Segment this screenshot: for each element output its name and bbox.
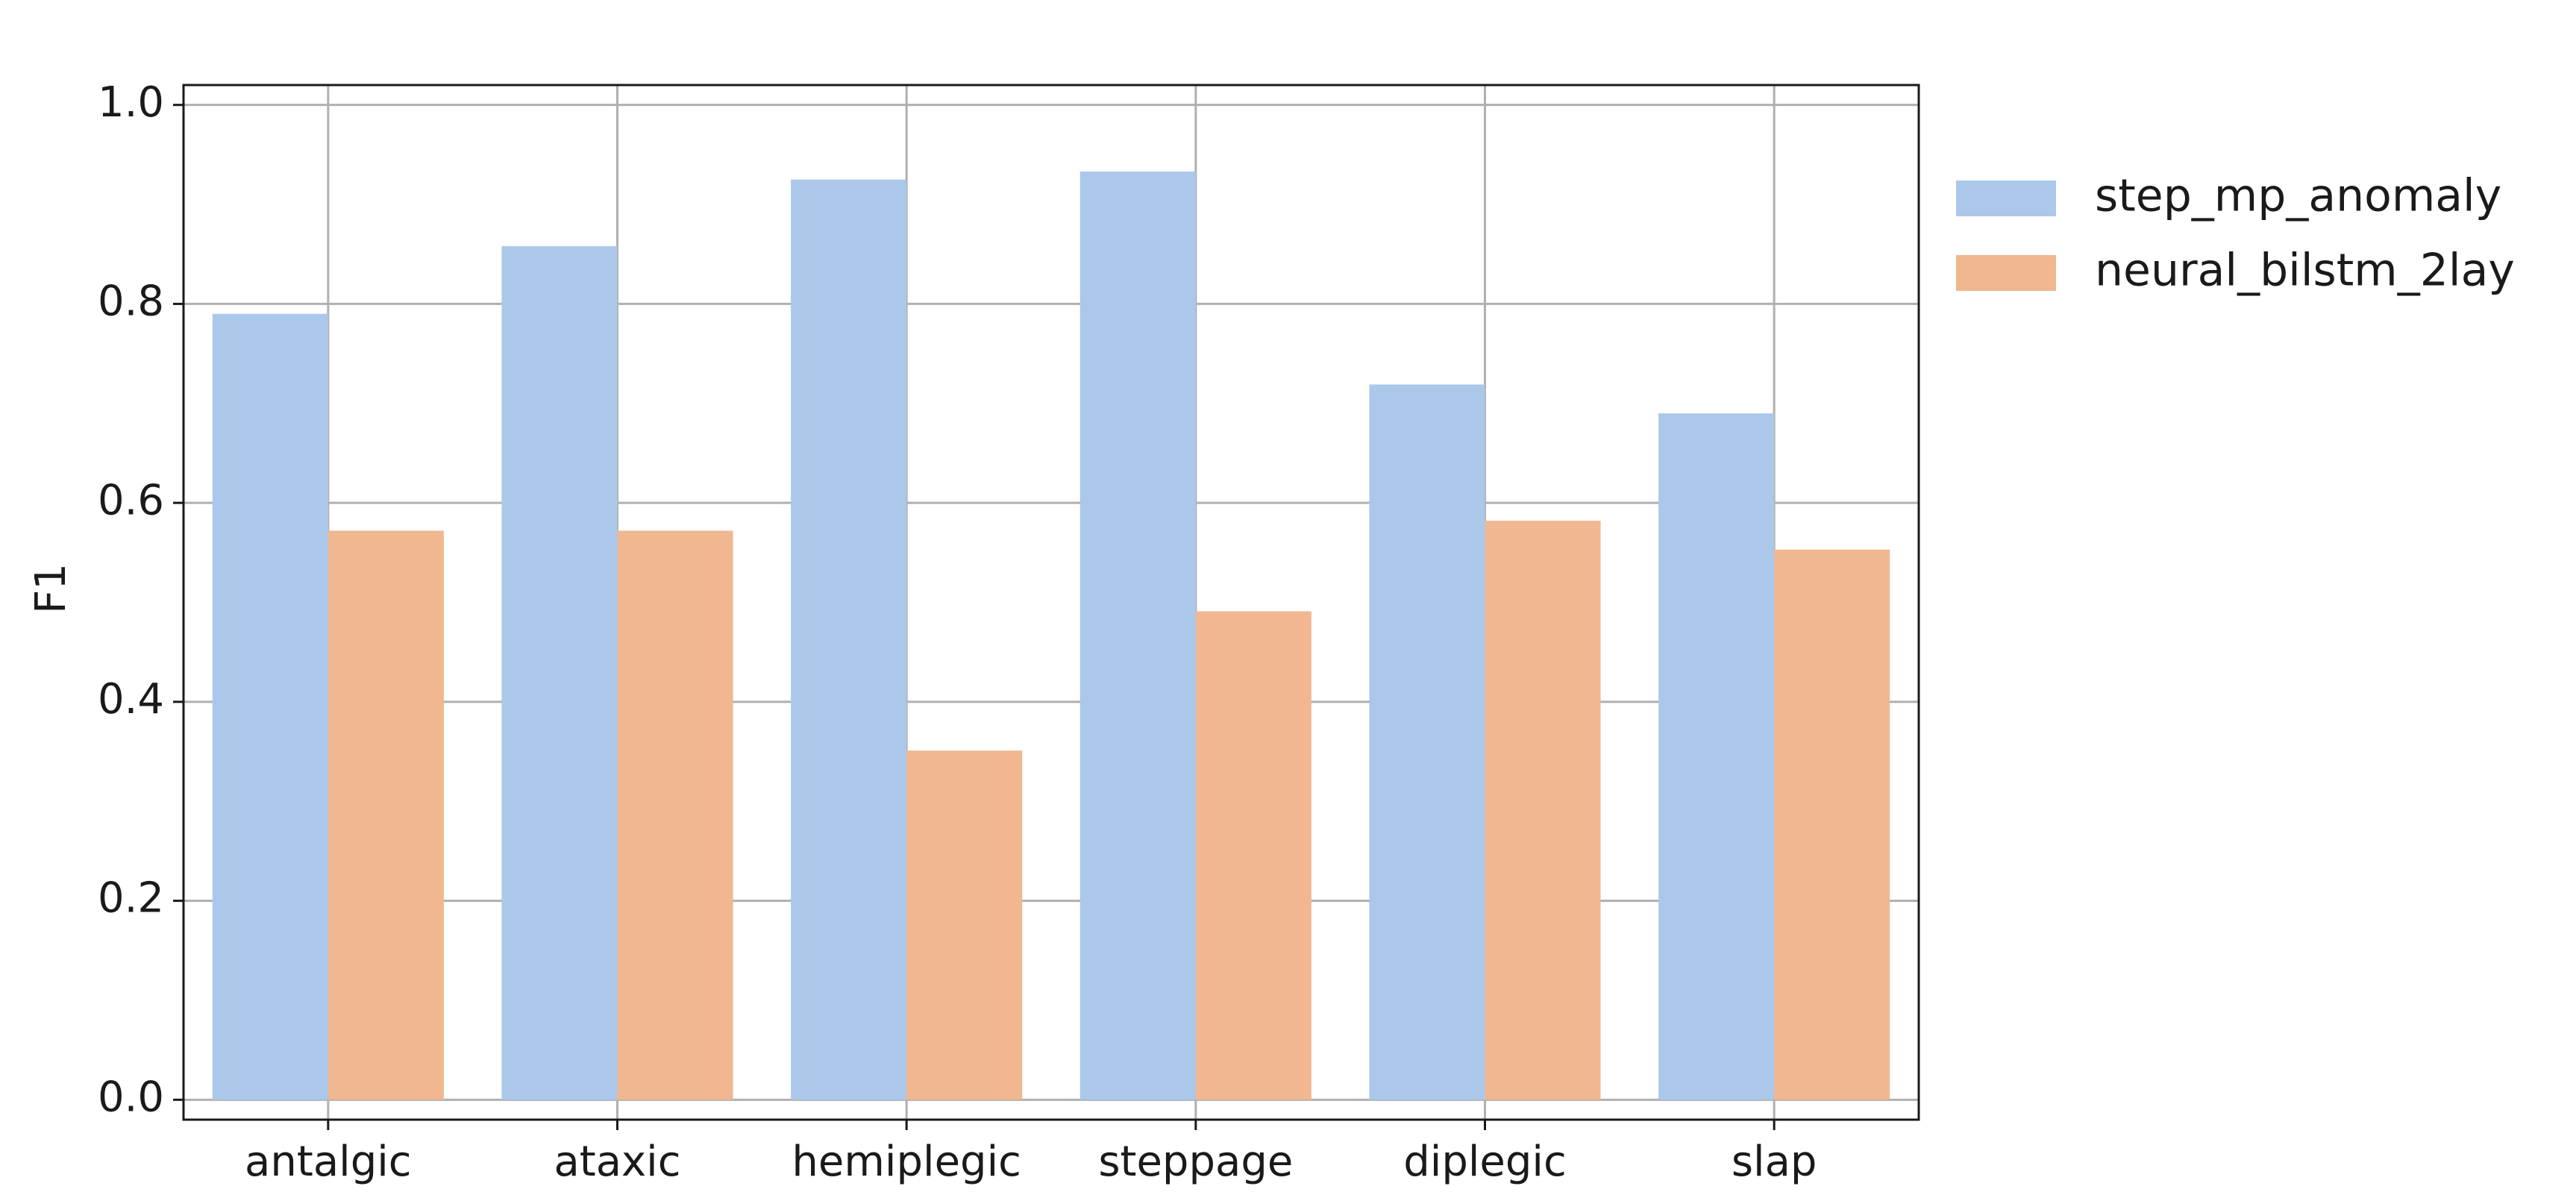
x-tick-label: ataxic [554, 1138, 680, 1186]
legend-swatch [1956, 255, 2056, 291]
bar-neural_bilstm_2lay-antalgic [328, 530, 444, 1100]
axis-layer: 0.0 0.2 0.4 0.6 0.8 1.0 antalgic ataxic hemipleg… [98, 78, 1817, 1186]
x-tick-label: steppage [1098, 1138, 1293, 1186]
bar-neural_bilstm_2lay-diplegic [1485, 521, 1601, 1100]
legend-label: neural_bilstm_2lay [2095, 245, 2515, 297]
bar-neural_bilstm_2lay-slap [1774, 549, 1890, 1100]
bar-step_mp_anomaly-ataxic [501, 246, 618, 1100]
bar-step_mp_anomaly-diplegic [1369, 384, 1485, 1100]
x-tick-label: antalgic [245, 1138, 412, 1186]
y-tick-label: 0.2 [98, 874, 164, 923]
plot-frame [182, 84, 1920, 1121]
y-tick-label: 0.6 [98, 476, 164, 524]
bar-neural_bilstm_2lay-ataxic [617, 530, 733, 1100]
y-tick-label: 0.4 [98, 675, 164, 724]
y-tick-label: 0.0 [98, 1073, 164, 1121]
x-tick-label: diplegic [1403, 1138, 1567, 1186]
x-tick-label: hemiplegic [792, 1138, 1021, 1186]
bar-step_mp_anomaly-antalgic [212, 313, 328, 1100]
bar-step_mp_anomaly-steppage [1079, 172, 1196, 1100]
bar-neural_bilstm_2lay-hemiplegic [906, 750, 1023, 1100]
y-tick-label: 0.8 [98, 277, 164, 326]
bar-step_mp_anomaly-hemiplegic [791, 179, 907, 1100]
y-axis-label: F1 [27, 563, 75, 614]
legend: step_mp_anomaly neural_bilstm_2lay [1956, 170, 2515, 297]
y-tick-label: 1.0 [98, 78, 164, 127]
legend-label: step_mp_anomaly [2095, 170, 2501, 222]
bar-neural_bilstm_2lay-steppage [1195, 611, 1311, 1100]
x-tick-label: slap [1732, 1138, 1817, 1186]
legend-swatch [1956, 181, 2056, 216]
bar-step_mp_anomaly-slap [1658, 413, 1775, 1100]
bar-layer [212, 172, 1890, 1100]
